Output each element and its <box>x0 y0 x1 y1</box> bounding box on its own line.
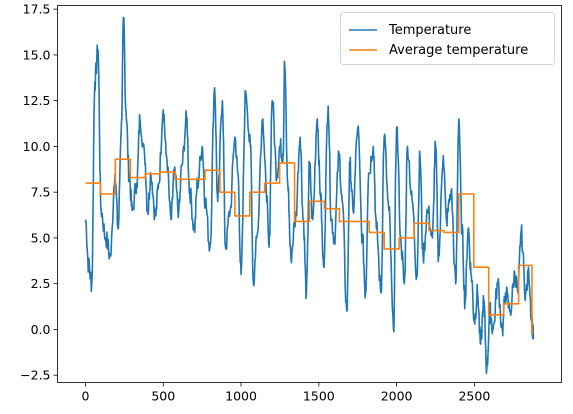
y-tick-label: 7.5 <box>31 185 51 200</box>
series-line-average-temperature <box>85 158 533 335</box>
y-tick-label: 0.0 <box>31 322 51 337</box>
y-tick-label: 2.5 <box>31 276 51 291</box>
legend: Temperature Average temperature <box>340 12 555 65</box>
y-tick-label: 10.0 <box>23 139 51 154</box>
x-tick-label: 2000 <box>381 389 413 404</box>
y-tick-label: 17.5 <box>23 2 51 17</box>
x-tick-label: 1500 <box>303 389 335 404</box>
x-tick-label: 0 <box>82 389 90 404</box>
y-tick-label: 12.5 <box>23 93 51 108</box>
x-tick-label: 2500 <box>458 389 490 404</box>
x-axis: 0 500 1000 1500 2000 2500 <box>82 382 490 404</box>
y-tick-label: 15.0 <box>23 47 51 62</box>
y-tick-label: −2.5 <box>20 368 50 383</box>
x-tick-label: 500 <box>151 389 175 404</box>
legend-box <box>340 12 555 65</box>
x-tick-label: 1000 <box>225 389 257 404</box>
plot-frame <box>57 5 562 383</box>
series-line-temperature <box>84 16 535 375</box>
legend-label-temperature: Temperature <box>388 23 471 38</box>
legend-label-average-temperature: Average temperature <box>389 43 528 58</box>
plot-lines <box>84 16 535 375</box>
y-tick-label: 5.0 <box>31 230 51 245</box>
y-axis: −2.5 0.0 2.5 5.0 7.5 10.0 12.5 15.0 17.5 <box>20 2 58 383</box>
